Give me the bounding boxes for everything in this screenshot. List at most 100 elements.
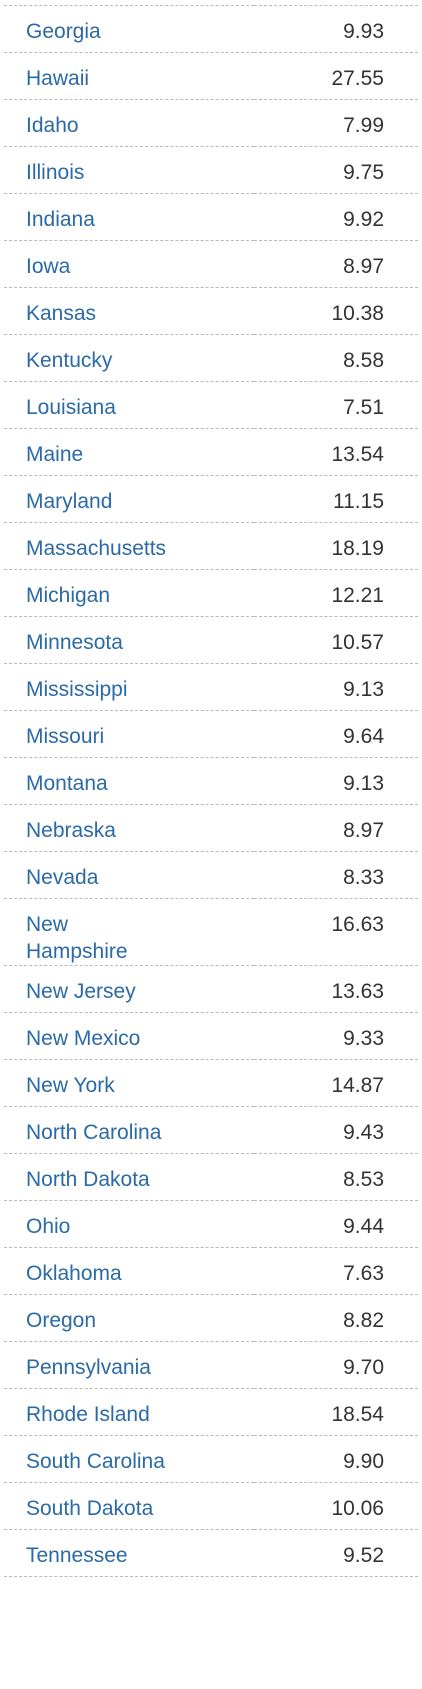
table-row: New Mexico 9.33	[4, 1012, 418, 1060]
state-link[interactable]: Georgia	[4, 5, 254, 53]
value: 10.06	[254, 1482, 418, 1530]
state-link[interactable]: Minnesota	[4, 616, 254, 664]
table-row: Massachusetts 18.19	[4, 522, 418, 570]
table-row: North Dakota 8.53	[4, 1153, 418, 1201]
value: 16.63	[254, 898, 418, 966]
state-name[interactable]: Nevada	[26, 866, 99, 889]
value: 9.43	[254, 1106, 418, 1154]
state-link[interactable]: Kentucky	[4, 334, 254, 382]
value: 9.75	[254, 146, 418, 194]
state-name[interactable]: Kansas	[26, 302, 97, 325]
value: 8.82	[254, 1294, 418, 1342]
state-name[interactable]: New Mexico	[26, 1027, 141, 1050]
table-row: Hawaii 27.55	[4, 52, 418, 100]
state-name[interactable]: Idaho	[26, 114, 79, 137]
state-link[interactable]: Oklahoma	[4, 1247, 254, 1295]
value: 13.54	[254, 428, 418, 476]
state-link[interactable]: Rhode Island	[4, 1388, 254, 1436]
value: 9.33	[254, 1012, 418, 1060]
value: 14.87	[254, 1059, 418, 1107]
state-link[interactable]: Nevada	[4, 851, 254, 899]
state-link[interactable]: Oregon	[4, 1294, 254, 1342]
state-name[interactable]: Michigan	[26, 584, 111, 607]
state-name[interactable]: North Carolina	[26, 1121, 162, 1144]
state-link[interactable]: Pennsylvania	[4, 1341, 254, 1389]
state-name[interactable]: Georgia	[26, 20, 101, 43]
table-row: Minnesota 10.57	[4, 616, 418, 664]
table-row: Oregon 8.82	[4, 1294, 418, 1342]
table-row: Indiana 9.92	[4, 193, 418, 241]
state-link[interactable]: Indiana	[4, 193, 254, 241]
state-link[interactable]: Kansas	[4, 287, 254, 335]
state-link[interactable]: Idaho	[4, 99, 254, 147]
state-link[interactable]: New Hampshire	[4, 898, 254, 966]
table-row: North Carolina 9.43	[4, 1106, 418, 1154]
state-name[interactable]: Hawaii	[26, 67, 90, 90]
state-link[interactable]: South Carolina	[4, 1435, 254, 1483]
state-name[interactable]: New York	[26, 1074, 115, 1097]
value: 8.97	[254, 240, 418, 288]
state-link[interactable]: Michigan	[4, 569, 254, 617]
page: {"table": {"rows": [ ["Georgia", "9.93"]…	[0, 5, 422, 1689]
state-link[interactable]: Hawaii	[4, 52, 254, 100]
table-row: Illinois 9.75	[4, 146, 418, 194]
state-link[interactable]: New York	[4, 1059, 254, 1107]
state-name[interactable]: Minnesota	[26, 631, 123, 654]
state-name[interactable]: Tennessee	[26, 1544, 128, 1567]
state-name[interactable]: Iowa	[26, 255, 71, 278]
state-link[interactable]: Tennessee	[4, 1529, 254, 1577]
state-name[interactable]: Maine	[26, 443, 84, 466]
state-link[interactable]: Iowa	[4, 240, 254, 288]
state-name[interactable]: Montana	[26, 772, 108, 795]
state-link[interactable]: Louisiana	[4, 381, 254, 429]
value: 8.53	[254, 1153, 418, 1201]
state-name[interactable]: Nebraska	[26, 819, 116, 842]
value: 9.13	[254, 757, 418, 805]
state-link[interactable]: Maryland	[4, 475, 254, 523]
state-name[interactable]: Massachusetts	[26, 537, 167, 560]
state-link[interactable]: Mississippi	[4, 663, 254, 711]
table-row: South Carolina 9.90	[4, 1435, 418, 1483]
state-name[interactable]: Pennsylvania	[26, 1356, 151, 1379]
table-row: Nevada 8.33	[4, 851, 418, 899]
value: 9.52	[254, 1529, 418, 1577]
state-name[interactable]: Maryland	[26, 490, 113, 513]
state-name[interactable]: Oklahoma	[26, 1262, 122, 1285]
state-link[interactable]: North Carolina	[4, 1106, 254, 1154]
state-name[interactable]: New Jersey	[26, 980, 136, 1003]
state-link[interactable]: Missouri	[4, 710, 254, 758]
state-link[interactable]: Montana	[4, 757, 254, 805]
table-row: Georgia 9.93	[4, 5, 418, 53]
table-row: Nebraska 8.97	[4, 804, 418, 852]
state-link[interactable]: North Dakota	[4, 1153, 254, 1201]
state-name[interactable]: New Hampshire	[26, 913, 128, 963]
table-row: New Hampshire 16.63	[4, 898, 418, 966]
value: 8.58	[254, 334, 418, 382]
state-link[interactable]: Illinois	[4, 146, 254, 194]
table-row: New York 14.87	[4, 1059, 418, 1107]
state-name[interactable]: North Dakota	[26, 1168, 150, 1191]
state-name[interactable]: South Dakota	[26, 1497, 154, 1520]
state-name[interactable]: Indiana	[26, 208, 95, 231]
state-link[interactable]: New Jersey	[4, 965, 254, 1013]
table-row: South Dakota 10.06	[4, 1482, 418, 1530]
value: 10.57	[254, 616, 418, 664]
state-name[interactable]: Rhode Island	[26, 1403, 150, 1426]
table-row: Rhode Island 18.54	[4, 1388, 418, 1436]
state-name[interactable]: Oregon	[26, 1309, 97, 1332]
state-name[interactable]: South Carolina	[26, 1450, 165, 1473]
state-name[interactable]: Louisiana	[26, 396, 116, 419]
state-link[interactable]: South Dakota	[4, 1482, 254, 1530]
state-name[interactable]: Kentucky	[26, 349, 113, 372]
state-name[interactable]: Missouri	[26, 725, 105, 748]
state-link[interactable]: New Mexico	[4, 1012, 254, 1060]
state-link[interactable]: Nebraska	[4, 804, 254, 852]
state-link[interactable]: Massachusetts	[4, 522, 254, 570]
state-name[interactable]: Mississippi	[26, 678, 128, 701]
state-name[interactable]: Illinois	[26, 161, 85, 184]
state-link[interactable]: Maine	[4, 428, 254, 476]
table-row: Mississippi 9.13	[4, 663, 418, 711]
state-link[interactable]: Ohio	[4, 1200, 254, 1248]
state-name[interactable]: Ohio	[26, 1215, 71, 1238]
table-row: Kansas 10.38	[4, 287, 418, 335]
